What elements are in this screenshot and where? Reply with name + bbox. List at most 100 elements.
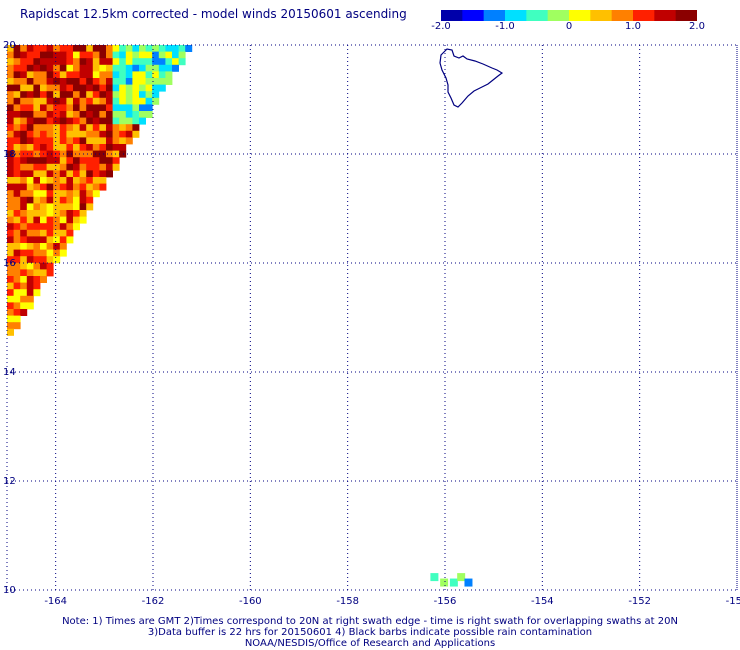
data-cell — [66, 144, 74, 151]
data-cell — [92, 163, 100, 171]
data-cell — [92, 84, 100, 92]
data-cell — [86, 157, 94, 165]
data-cell — [20, 58, 28, 66]
lat-label: 18 — [3, 149, 16, 160]
data-cell — [86, 78, 94, 85]
data-cell — [66, 97, 74, 105]
data-cell — [13, 91, 21, 99]
data-cell — [33, 216, 41, 224]
data-cell — [92, 97, 100, 105]
data-cell — [33, 269, 41, 277]
data-cell — [46, 210, 54, 217]
colorbar-segment — [483, 10, 506, 21]
data-cell — [7, 249, 14, 257]
data-cell — [79, 144, 87, 151]
lon-label: -164 — [44, 596, 67, 607]
data-cell — [26, 58, 34, 66]
data-cell — [59, 97, 67, 105]
data-cell — [145, 97, 153, 105]
data-cell — [86, 71, 94, 79]
data-cell — [165, 51, 173, 59]
data-cell — [26, 144, 34, 151]
data-cell — [99, 183, 107, 191]
data-cell — [112, 91, 120, 99]
data-cell — [13, 216, 21, 224]
data-cell — [40, 249, 47, 257]
data-cell — [7, 183, 14, 191]
data-cell — [13, 71, 21, 79]
data-cell — [112, 51, 120, 59]
data-cell — [26, 190, 34, 198]
data-cell — [79, 91, 87, 99]
data-cell — [46, 71, 54, 79]
data-cell — [132, 117, 140, 125]
data-cell — [73, 190, 80, 198]
data-cell — [86, 150, 94, 158]
data-cell — [26, 45, 34, 52]
data-cell — [40, 190, 47, 198]
data-cell — [119, 137, 127, 145]
data-cell — [79, 111, 87, 118]
data-cell — [73, 223, 80, 231]
data-cell — [92, 124, 100, 132]
data-cell — [165, 71, 173, 79]
colorbar-segment — [569, 10, 591, 21]
colorbar-segment — [654, 10, 677, 21]
data-cell — [152, 97, 160, 105]
data-cell — [46, 124, 54, 132]
data-cell — [86, 144, 94, 151]
data-cell — [99, 58, 107, 66]
data-cell — [92, 91, 100, 99]
data-cell — [125, 130, 133, 138]
data-cell — [99, 157, 107, 165]
data-cell — [26, 51, 34, 59]
colorbar-segment — [675, 10, 697, 21]
data-cell — [7, 78, 14, 85]
data-cell — [33, 163, 41, 171]
data-cell — [53, 249, 61, 257]
data-cell — [20, 229, 28, 237]
data-cell — [132, 97, 140, 105]
lon-label: -150 — [726, 596, 740, 607]
data-cell — [79, 203, 87, 211]
data-cell — [40, 262, 47, 270]
lat-label: 10 — [3, 585, 16, 596]
data-cell — [13, 84, 21, 92]
data-cell — [46, 137, 54, 145]
data-cell — [26, 269, 34, 277]
data-cell — [59, 229, 67, 237]
lat-label: 14 — [3, 367, 16, 378]
data-cell — [40, 144, 47, 151]
data-cell — [53, 163, 61, 171]
data-cell — [20, 249, 28, 257]
data-cell — [66, 58, 74, 66]
data-cell — [73, 210, 80, 217]
data-cell — [13, 223, 21, 231]
data-cell — [99, 130, 107, 138]
data-cell — [132, 124, 140, 132]
data-cell — [79, 177, 87, 184]
data-cell — [99, 91, 107, 99]
data-cell — [86, 203, 94, 211]
data-cell — [26, 262, 34, 270]
data-cell — [7, 269, 14, 277]
data-cell — [33, 124, 41, 132]
data-cell — [13, 276, 21, 283]
data-cell — [66, 210, 74, 217]
data-cell — [7, 295, 14, 303]
map-title: Rapidscat 12.5km corrected - model winds… — [20, 7, 407, 21]
data-cell — [7, 91, 14, 99]
data-cell — [158, 84, 166, 92]
data-cell — [73, 183, 80, 191]
data-cell — [59, 71, 67, 79]
lon-label: -154 — [531, 596, 554, 607]
data-cell — [73, 58, 80, 66]
data-cell — [106, 163, 113, 171]
data-cell — [165, 78, 173, 85]
data-cell — [86, 196, 94, 204]
data-cell — [112, 84, 120, 92]
data-cell — [119, 91, 127, 99]
data-cell — [7, 51, 14, 59]
data-cell — [7, 315, 14, 323]
data-cell — [40, 117, 47, 125]
